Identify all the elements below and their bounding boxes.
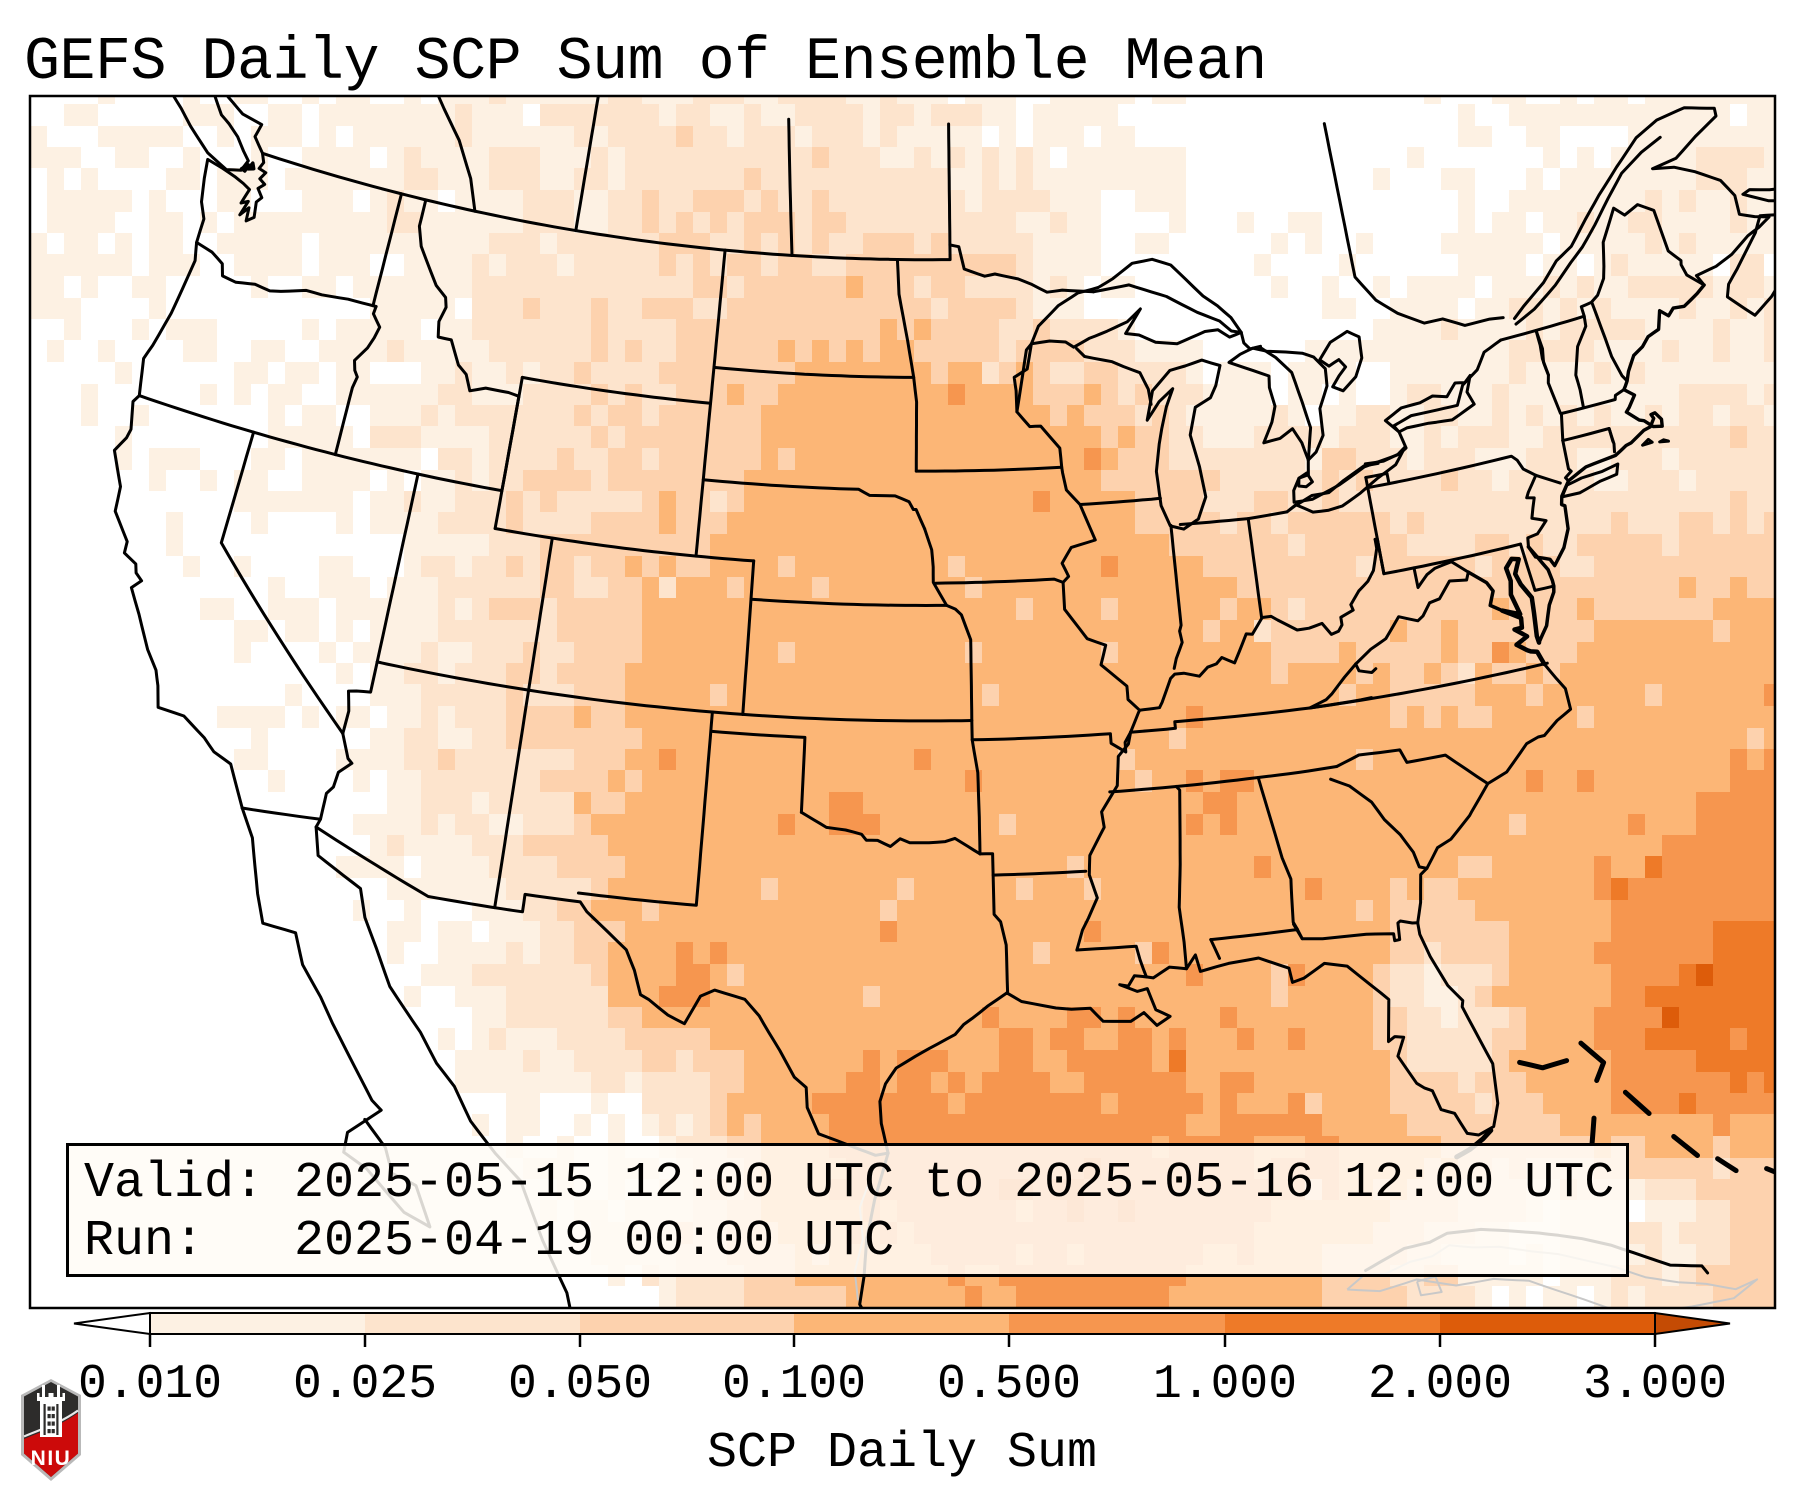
- svg-text:NIU: NIU: [31, 1447, 72, 1470]
